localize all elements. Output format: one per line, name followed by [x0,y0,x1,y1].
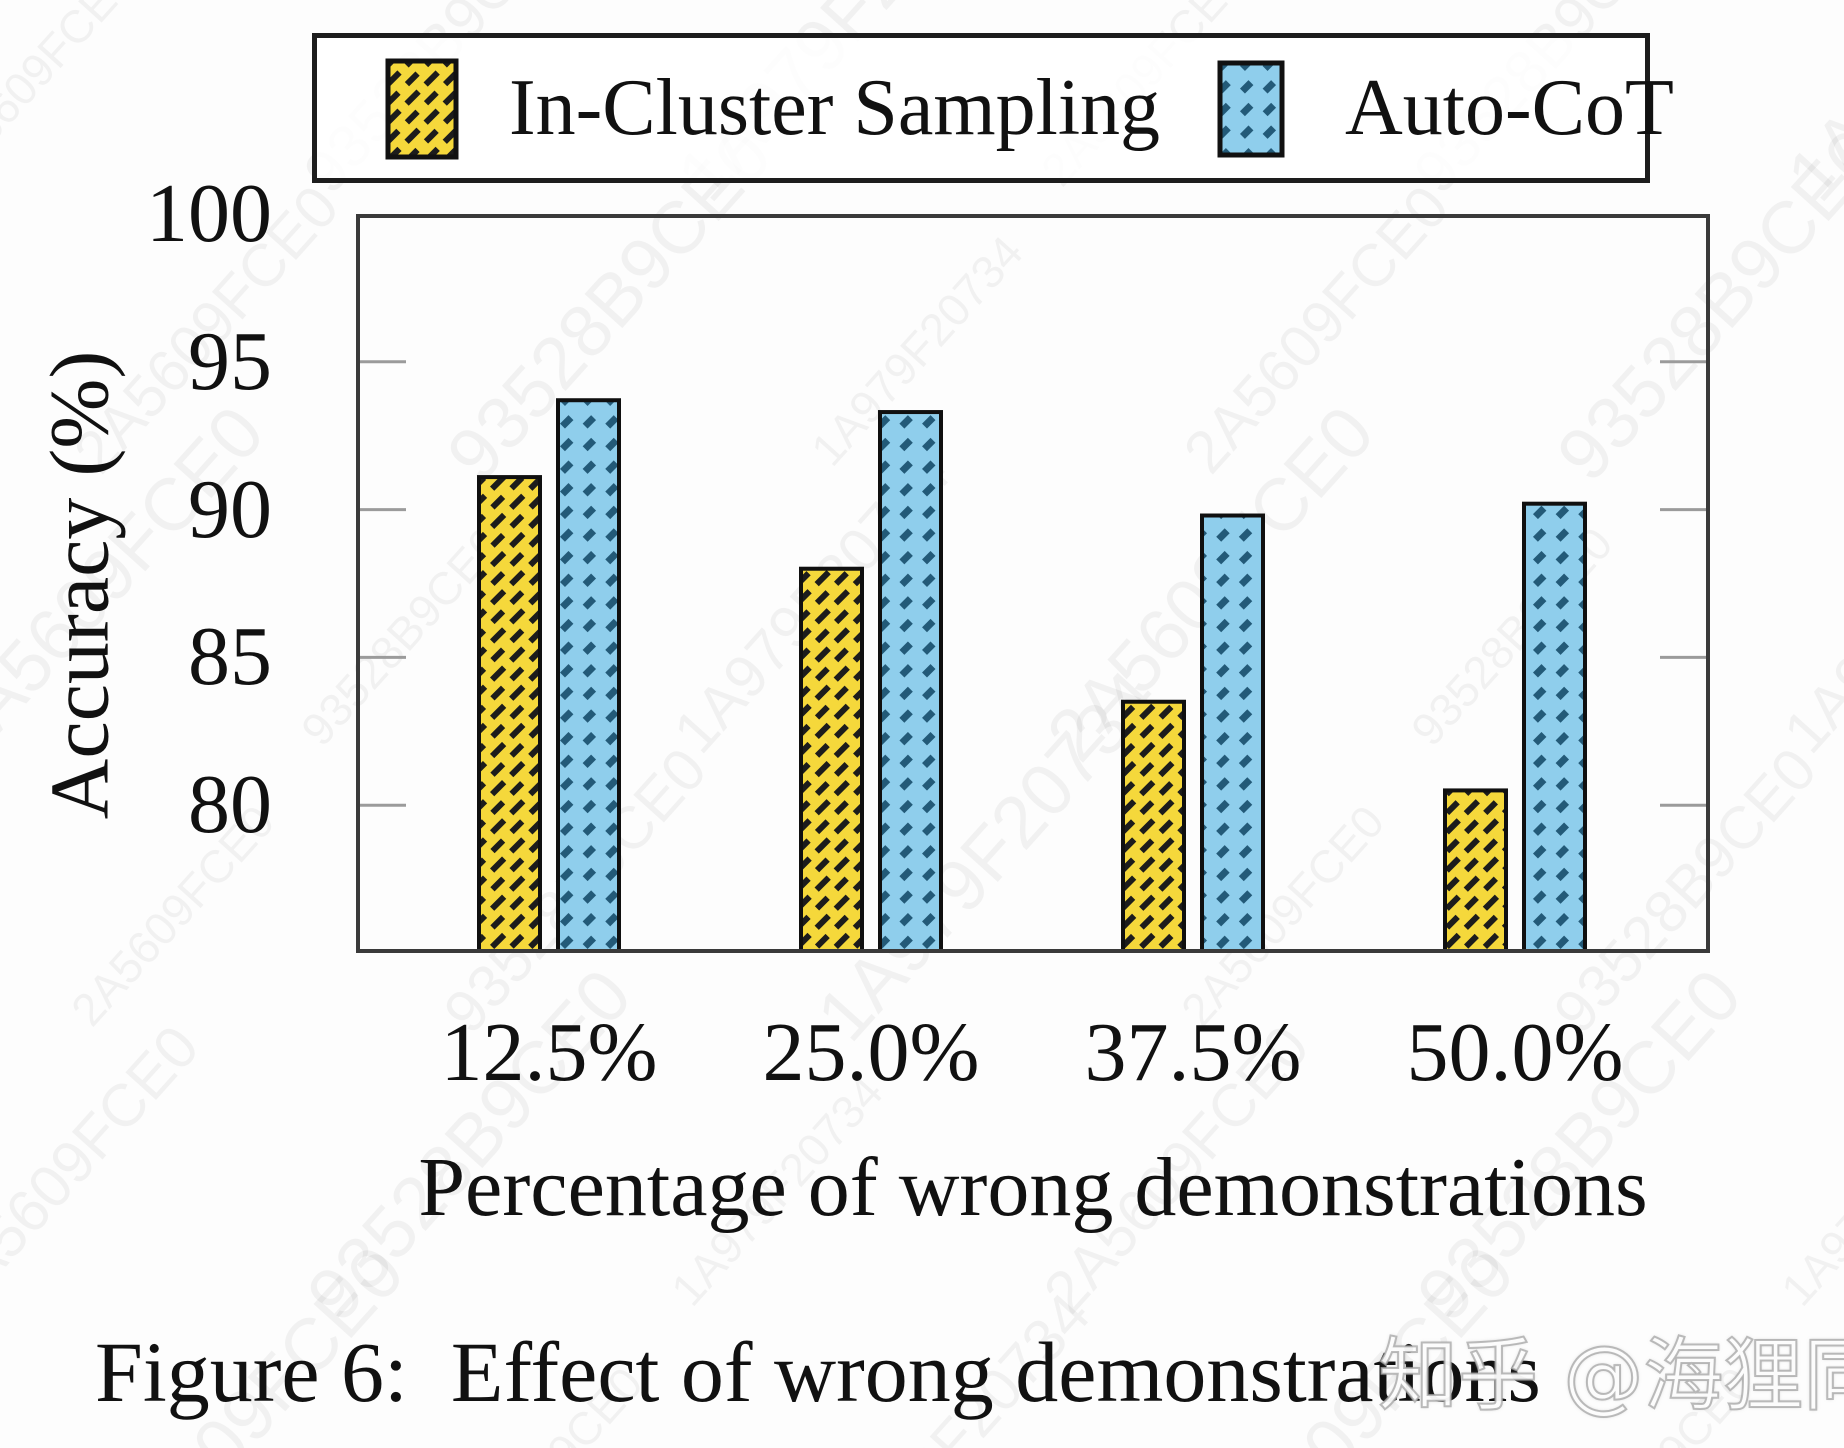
legend-label-in-cluster: In-Cluster Sampling [509,64,1161,152]
bar-in-cluster-sampling [1443,788,1508,953]
legend-label-auto-cot: Auto-CoT [1345,64,1674,152]
y-tick-label: 90 [188,462,272,556]
bar-auto-cot [878,410,943,953]
y-tick-label: 95 [188,314,272,408]
bar-auto-cot [1200,513,1265,953]
plot-frame [356,214,1710,953]
x-axis-title: Percentage of wrong demonstrations [418,1141,1648,1234]
legend-swatch-in-cluster-icon [385,58,459,160]
y-tick-label: 80 [188,758,272,852]
x-tick-label: 50.0% [1406,1006,1624,1099]
legend-swatch-auto-cot-icon [1217,60,1285,158]
chart-legend: In-Cluster Sampling Auto-CoT [312,33,1674,183]
x-tick-label: 12.5% [440,1006,658,1099]
bar-in-cluster-sampling [799,566,864,953]
bar-in-cluster-sampling [1121,699,1186,953]
site-watermark: 知乎 @海狸同学 [1377,1329,1844,1423]
y-axis-title-text: Accuracy (%) [33,350,127,820]
watermark-code-text: 1A979F20734 [1770,440,1844,766]
bar-auto-cot [556,398,621,953]
watermark-code-text: 2A5609FCE0 [0,0,145,196]
watermark-code-text: 1A979F20734 [1770,0,1844,217]
y-tick-label: 100 [146,167,272,260]
figure-caption: Figure 6: Effect of wrong demonstrations [95,1324,1541,1420]
bar-in-cluster-sampling [477,475,542,953]
watermark-code-text: 1A979F20734 [1770,1065,1844,1316]
bar-auto-cot [1522,501,1587,953]
x-tick-label: 37.5% [1084,1006,1302,1099]
plot-area [356,214,1710,953]
y-tick-label: 85 [188,610,272,704]
x-tick-label: 25.0% [762,1006,980,1099]
watermark-code-text: 2A5609FCE0 [0,1012,212,1326]
